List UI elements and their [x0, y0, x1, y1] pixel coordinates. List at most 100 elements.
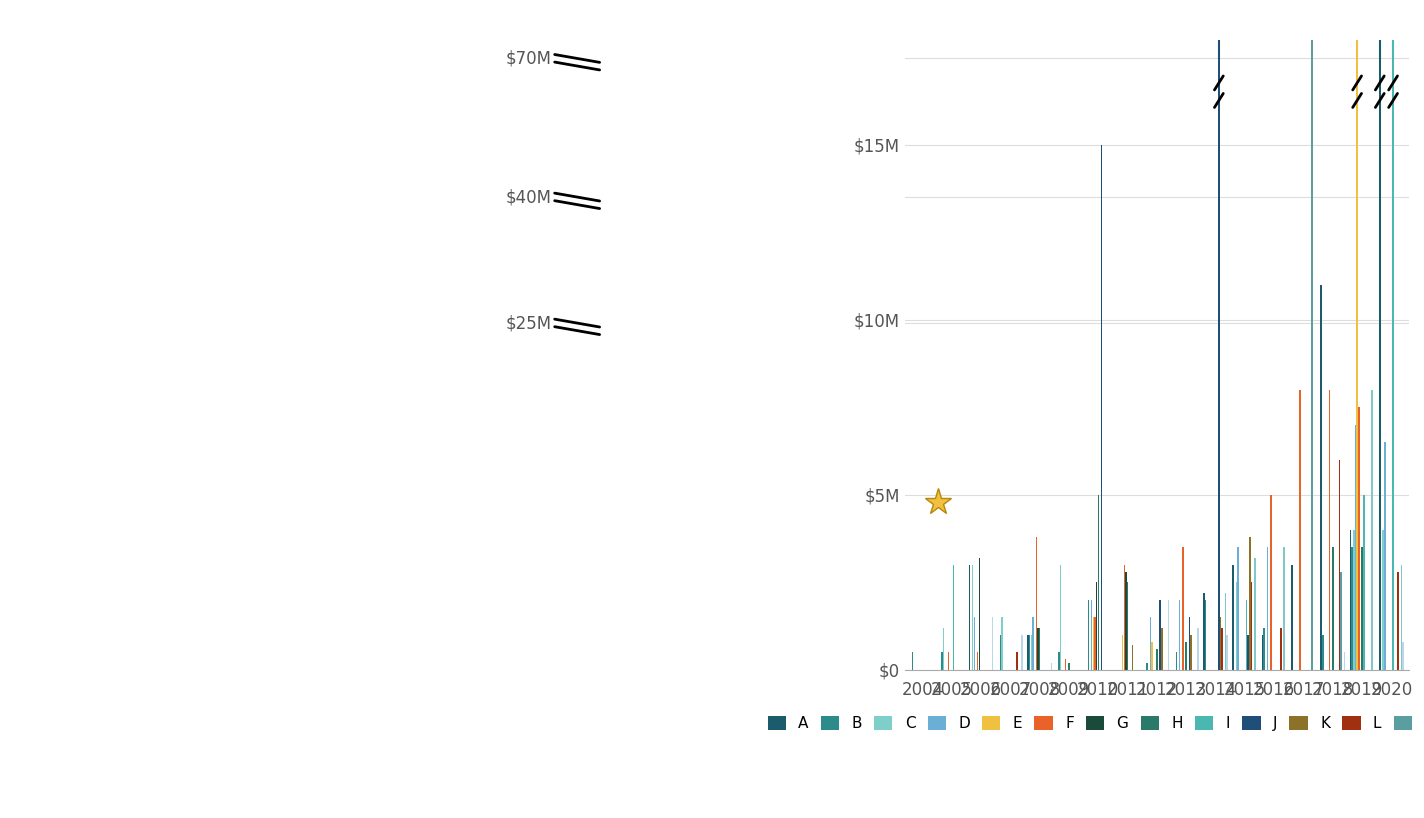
Bar [1236, 582, 1237, 670]
Bar [1312, 39, 1313, 670]
Bar [1292, 564, 1293, 670]
Bar [1037, 627, 1038, 670]
Bar [1300, 389, 1302, 670]
Bar [1354, 425, 1356, 670]
Bar [1146, 663, 1148, 670]
Bar [1321, 635, 1323, 670]
Bar [1001, 617, 1002, 670]
Bar [1220, 617, 1222, 670]
Bar [974, 617, 975, 670]
Bar [1051, 663, 1052, 670]
Bar [1351, 547, 1353, 670]
Bar [1168, 600, 1169, 670]
Bar [1094, 617, 1095, 670]
Bar [1358, 407, 1360, 670]
Bar [1149, 617, 1151, 670]
Bar [993, 617, 994, 670]
Bar [1124, 564, 1125, 670]
Bar [1246, 600, 1247, 670]
Text: $25M: $25M [506, 314, 553, 332]
Bar [1371, 389, 1373, 670]
Bar [1363, 495, 1364, 670]
Bar [1383, 529, 1384, 670]
Bar [1378, 145, 1380, 670]
Bar [1203, 592, 1205, 670]
Bar [1393, 58, 1394, 670]
Bar [978, 558, 980, 670]
Bar [1250, 582, 1252, 670]
Bar [1096, 582, 1098, 670]
Bar [1000, 635, 1001, 670]
Bar [1226, 635, 1227, 670]
Bar [953, 564, 954, 670]
Bar [1218, 58, 1219, 670]
Bar [1125, 572, 1126, 670]
Bar [1249, 537, 1250, 670]
Bar [1353, 529, 1354, 670]
Bar [1179, 600, 1180, 670]
Bar [968, 564, 970, 670]
Bar [1151, 641, 1152, 670]
Bar [1233, 564, 1235, 670]
Bar [1397, 572, 1398, 670]
Bar [1270, 495, 1272, 670]
Bar [1021, 635, 1022, 670]
Bar [977, 652, 978, 670]
Bar [1027, 635, 1028, 670]
Bar [1059, 564, 1061, 670]
Bar [1262, 635, 1263, 670]
Bar [911, 652, 913, 670]
Bar [1340, 572, 1341, 670]
Bar [1098, 495, 1099, 670]
Bar [1190, 635, 1192, 670]
Bar [941, 652, 943, 670]
Bar [1357, 39, 1358, 670]
Bar [1237, 547, 1239, 670]
Bar [1040, 627, 1041, 670]
Bar [1030, 635, 1031, 670]
Text: $40M: $40M [506, 188, 553, 206]
Bar [1035, 537, 1037, 670]
Bar [1247, 635, 1249, 670]
Bar [1068, 663, 1069, 670]
Bar [1126, 582, 1128, 670]
Bar [1132, 645, 1134, 670]
Bar [1189, 617, 1190, 670]
Bar [1182, 547, 1183, 670]
Bar [948, 652, 950, 670]
Bar [1156, 649, 1158, 670]
Bar [1225, 592, 1226, 670]
Bar [1058, 652, 1059, 670]
Bar [1255, 558, 1256, 670]
Bar [1218, 641, 1219, 670]
Bar [1065, 659, 1067, 670]
Bar [1263, 627, 1265, 670]
Bar [1159, 600, 1161, 670]
Bar [1198, 627, 1199, 670]
Bar [1091, 600, 1092, 670]
Bar [1401, 564, 1403, 670]
Bar [1283, 547, 1284, 670]
Bar [1357, 58, 1358, 670]
Bar [1331, 547, 1333, 670]
Bar [1350, 529, 1351, 670]
Bar [1017, 652, 1018, 670]
Bar [973, 564, 974, 670]
Bar [1122, 635, 1124, 670]
Bar [1361, 547, 1363, 670]
Bar [1393, 214, 1394, 670]
Text: $70M: $70M [506, 49, 553, 67]
Bar [1031, 635, 1032, 670]
Bar [943, 627, 944, 670]
Bar [1378, 58, 1380, 670]
Bar [1320, 285, 1321, 670]
Bar [1032, 617, 1034, 670]
Bar [1403, 641, 1404, 670]
Bar [1161, 627, 1162, 670]
Bar [1088, 600, 1089, 670]
Bar [1267, 547, 1269, 670]
Bar [1222, 627, 1223, 670]
Bar [1176, 652, 1178, 670]
Bar [1205, 600, 1206, 670]
Bar [1339, 460, 1340, 670]
